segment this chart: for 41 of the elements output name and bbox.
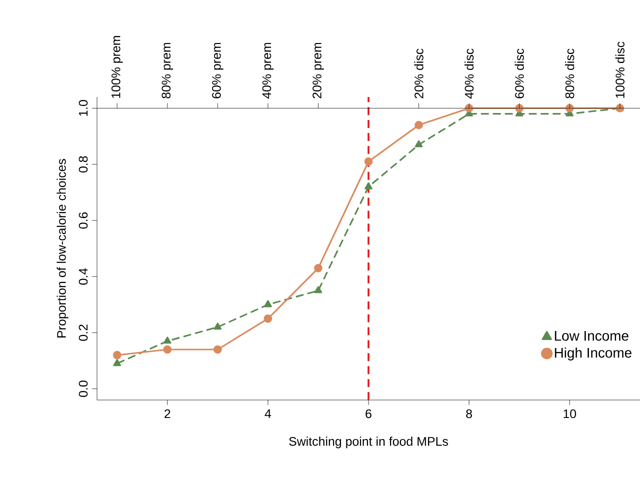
point xyxy=(565,104,574,112)
y-tick-label: 0.4 xyxy=(78,268,88,285)
point xyxy=(213,345,222,354)
y-tick-label: 0.0 xyxy=(78,380,88,397)
x2-tick-label: 40% disc xyxy=(464,48,474,99)
x-tick-label: 6 xyxy=(366,409,372,418)
y-tick-label: 0.6 xyxy=(78,212,88,229)
x2-tick-label: 100% disc xyxy=(615,42,624,98)
point xyxy=(364,157,373,166)
x2-tick-label: 20% disc xyxy=(414,48,424,98)
x-tick-label: 8 xyxy=(466,409,472,418)
x-tick-label: 4 xyxy=(264,409,272,418)
x2-tick-label: 100% prem xyxy=(111,36,123,98)
legend-label: High Income xyxy=(554,347,632,360)
point xyxy=(163,345,172,354)
point xyxy=(163,336,172,344)
point xyxy=(414,140,423,148)
point xyxy=(112,350,122,360)
point xyxy=(214,322,222,330)
point xyxy=(113,359,122,366)
x2-tick-label: 80% disc xyxy=(565,48,574,98)
x2-tick-label: 40% prem xyxy=(262,42,274,99)
y-axis-title: Proportion of low-calorie choices xyxy=(56,159,68,338)
point xyxy=(364,182,372,190)
legend-label: Low Income xyxy=(554,331,628,341)
x2-tick-label: 60% disc xyxy=(514,48,524,98)
y-tick-label: 1.0 xyxy=(78,100,88,116)
point xyxy=(515,104,524,112)
y-tick-label: 0.8 xyxy=(78,156,88,173)
point xyxy=(264,314,272,323)
x2-tick-label: 60% prem xyxy=(212,42,224,98)
point xyxy=(314,286,322,294)
x2-tick-label: 20% prem xyxy=(312,42,324,98)
x-axis-title: Switching point in food MPLs xyxy=(289,436,448,448)
y-tick-label: 0.2 xyxy=(78,324,88,341)
point xyxy=(414,120,423,130)
point xyxy=(314,264,322,272)
x-tick-label: 10 xyxy=(564,409,576,418)
x-tick-label: 2 xyxy=(164,409,170,418)
x2-tick-label: 80% prem xyxy=(162,42,174,98)
point xyxy=(264,300,272,308)
